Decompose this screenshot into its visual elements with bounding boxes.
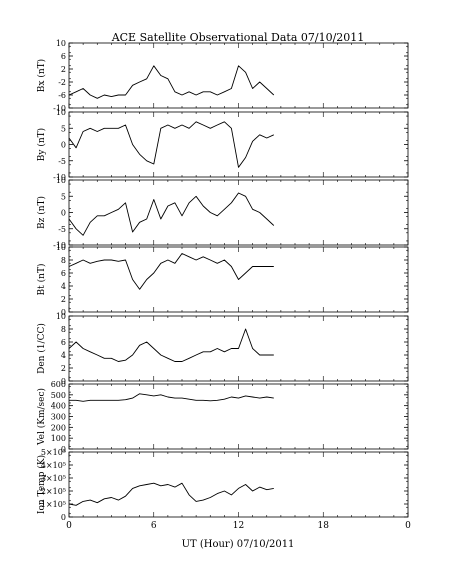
panel-frame [68, 42, 409, 109]
y-tick-label: 2 [61, 364, 66, 373]
y-tick-label: 0 [61, 513, 66, 522]
y-tick-label: 100 [51, 434, 66, 443]
y-tick-label: 2 [61, 65, 66, 74]
y-tick-label: -5 [58, 157, 66, 166]
x-tick-label: 18 [318, 521, 330, 531]
data-line [68, 121, 274, 168]
y-tick-label: 10 [56, 312, 66, 321]
data-line [68, 192, 275, 236]
y-axis-label: Vel (Km/sec) [36, 388, 47, 446]
y-tick-label: 0 [61, 141, 66, 150]
y-tick-label: 6 [61, 269, 66, 278]
y-tick-label: 5 [61, 192, 66, 201]
y-axis-label: Bz (nT) [36, 196, 47, 229]
y-tick-label: 0 [61, 445, 66, 454]
y-axis-label: Bx (nT) [36, 59, 47, 92]
panel-frame [68, 383, 409, 450]
y-tick-label: -10 [53, 104, 66, 113]
data-line [69, 393, 274, 402]
y-tick-label: 600 [51, 380, 66, 389]
y-tick-label: 2×10⁵ [41, 487, 66, 496]
y-tick-label: 10 [56, 108, 66, 117]
y-tick-label: -10 [53, 241, 66, 250]
y-tick-label: 0 [61, 209, 66, 218]
x-axis-label: UT (Hour) 07/10/2011 [182, 539, 295, 550]
figure-title: ACE Satellite Observational Data 07/10/2… [111, 31, 365, 44]
y-tick-label: -5 [58, 225, 66, 234]
data-line [68, 482, 274, 506]
y-tick-label: 200 [51, 423, 66, 432]
y-tick-label: 3×10⁵ [41, 474, 66, 483]
y-tick-label: 5×10⁵ [41, 448, 66, 457]
y-axis-label: Ion Temp (K) [36, 455, 47, 514]
y-tick-label: 10 [56, 243, 66, 252]
y-tick-label: 500 [51, 391, 66, 400]
data-line [68, 328, 274, 362]
y-tick-label: 8 [61, 325, 66, 334]
y-tick-label: 300 [51, 413, 66, 422]
y-tick-label: 6 [61, 52, 66, 61]
data-line [68, 253, 274, 290]
y-tick-label: 6 [61, 338, 66, 347]
y-tick-label: 10 [56, 176, 66, 185]
y-tick-label: -6 [58, 91, 66, 100]
y-tick-label: 0 [61, 377, 66, 386]
y-axis-label: Bt (nT) [36, 264, 47, 296]
y-tick-label: -2 [58, 78, 66, 87]
y-tick-label: 1×10⁵ [41, 500, 66, 509]
y-tick-label: 5 [61, 124, 66, 133]
panel-frame [68, 451, 409, 518]
data-line [68, 65, 275, 99]
x-tick-label: 12 [233, 521, 244, 531]
y-tick-label: 4 [61, 282, 66, 291]
x-tick-label: 0 [66, 521, 72, 531]
y-tick-label: 0 [61, 308, 66, 317]
y-tick-label: 4 [61, 351, 66, 360]
y-axis-label: By (nT) [36, 128, 47, 161]
x-tick-label: 6 [151, 521, 157, 531]
panel-frame [68, 179, 409, 246]
y-axis-label: Den (1/CC) [36, 323, 47, 374]
x-tick-label: 0 [405, 521, 411, 531]
y-tick-label: 4×10⁵ [41, 461, 66, 470]
y-tick-label: -10 [53, 173, 66, 182]
y-tick-label: 2 [61, 295, 66, 304]
y-tick-label: 400 [51, 402, 66, 411]
y-tick-label: 10 [56, 39, 66, 48]
y-tick-label: 8 [61, 256, 66, 265]
